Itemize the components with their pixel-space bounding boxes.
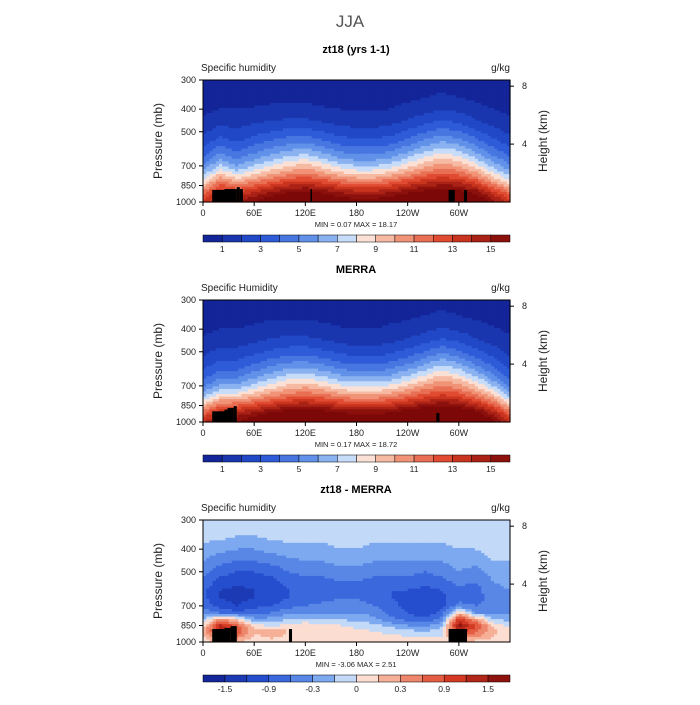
units-label: g/kg: [491, 63, 510, 74]
variable-label: Specific humidity: [201, 63, 276, 74]
longitude-tick-label: 120E: [295, 208, 316, 218]
longitude-tick-label: 60W: [450, 208, 469, 218]
terrain-mask: [237, 187, 240, 202]
y-axis-title-right: Height (km): [536, 110, 550, 172]
panel-title: zt18 (yrs 1-1): [322, 44, 390, 56]
colorbar-tick-label: 13: [448, 244, 458, 254]
terrain-mask: [464, 190, 467, 202]
colorbar-swatch: [472, 235, 491, 242]
pressure-tick-label: 400: [181, 104, 196, 114]
panel-title: MERRA: [336, 264, 376, 276]
colorbar-swatch: [452, 235, 471, 242]
longitude-tick-label: 180: [349, 208, 364, 218]
colorbar-swatch: [414, 235, 433, 242]
height-tick-label: 4: [522, 139, 527, 149]
terrain-mask: [449, 190, 455, 202]
pressure-tick-label: 850: [181, 181, 196, 191]
colorbar-tick-label: 9: [373, 244, 378, 254]
colorbar-tick-label: 7: [335, 244, 340, 254]
colorbar-tick-label: 11: [410, 244, 419, 254]
colorbar-swatch: [376, 235, 395, 242]
colorbar-swatch: [299, 235, 318, 242]
colorbar-swatch: [261, 235, 280, 242]
longitude-tick-label: 60E: [246, 208, 262, 218]
colorbar-tick-label: 15: [486, 244, 496, 254]
height-tick-label: 8: [522, 81, 527, 91]
colorbar-tick-label: 5: [297, 244, 302, 254]
units-label: g/kg: [491, 283, 510, 294]
colorbar-swatch: [357, 235, 376, 242]
terrain-mask: [240, 189, 243, 202]
heatmap-cells: [203, 300, 511, 423]
colorbar-swatch: [433, 235, 452, 242]
colorbar-swatch: [203, 235, 222, 242]
colorbar-tick-label: 3: [258, 244, 263, 254]
pressure-tick-label: 700: [181, 161, 196, 171]
pressure-tick-label: 500: [181, 127, 196, 137]
colorbar-swatch: [491, 235, 510, 242]
y-axis-title: Pressure (mb): [151, 103, 165, 179]
pressure-tick-label: 300: [181, 75, 196, 85]
terrain-mask: [310, 189, 312, 202]
longitude-tick-label: 120W: [396, 208, 420, 218]
longitude-tick-label: 0: [200, 208, 205, 218]
colorbar-swatch: [241, 235, 260, 242]
terrain-mask: [212, 190, 224, 202]
page-title: JJA: [336, 12, 365, 31]
min-max-text: MIN = 0.07 MAX = 18.17: [315, 220, 398, 229]
colorbar-swatch: [222, 235, 241, 242]
colorbar-swatch: [395, 235, 414, 242]
terrain-mask: [224, 189, 236, 202]
variable-label: Specific Humidity: [201, 283, 278, 294]
colorbar-swatch: [318, 235, 337, 242]
pressure-tick-label: 1000: [176, 197, 196, 207]
colorbar-swatch: [337, 235, 356, 242]
colorbar-tick-label: 1: [220, 244, 225, 254]
colorbar-swatch: [280, 235, 299, 242]
heatmap-cells: [203, 80, 511, 203]
